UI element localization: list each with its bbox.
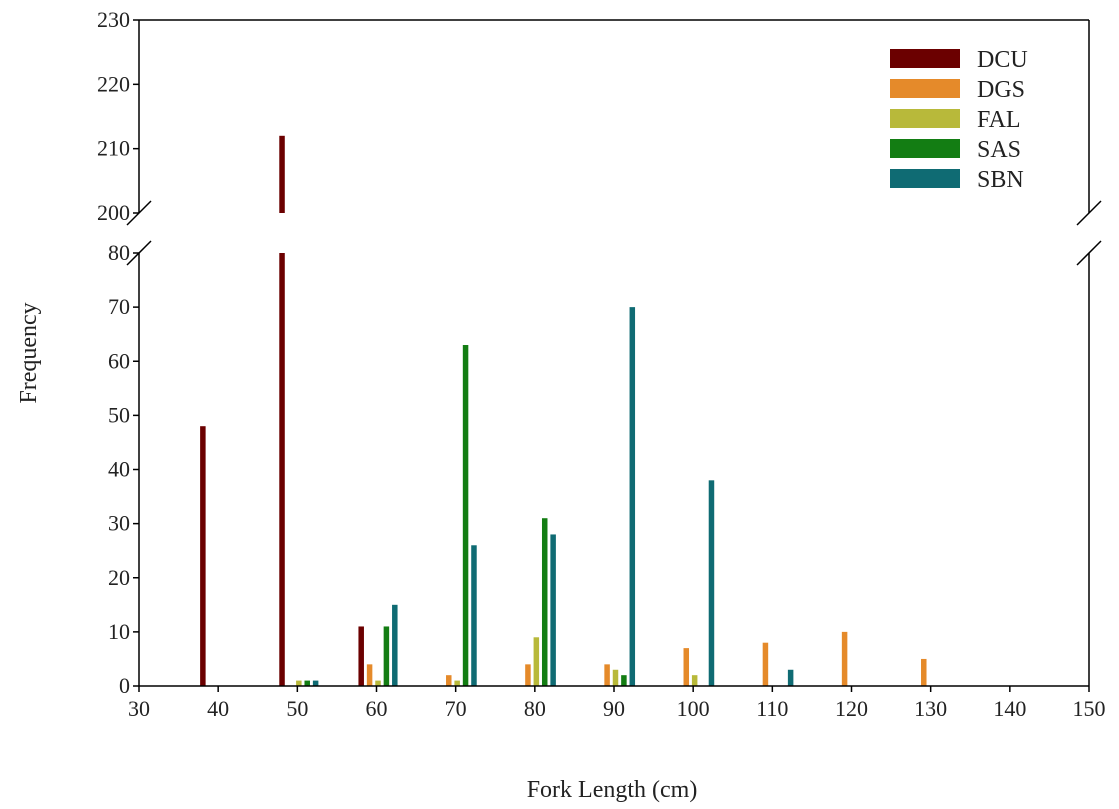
x-tick-label-30: 30 bbox=[128, 696, 150, 721]
bar-dgs-100 bbox=[683, 648, 690, 686]
bar-sbn-110 bbox=[787, 669, 794, 686]
x-tick-label-150: 150 bbox=[1073, 696, 1106, 721]
x-tick-label-60: 60 bbox=[366, 696, 388, 721]
y-tick-label-50: 50 bbox=[108, 402, 130, 427]
x-tick-label-50: 50 bbox=[286, 696, 308, 721]
legend-label-dcu: DCU bbox=[977, 47, 1028, 73]
bar-dgs-70 bbox=[446, 675, 452, 686]
y-tick-label-30: 30 bbox=[108, 511, 130, 536]
bar-fal-60 bbox=[375, 680, 381, 686]
bar-sbn-70 bbox=[471, 545, 477, 686]
y-tick-label-210: 210 bbox=[97, 136, 130, 161]
bar-sas-70 bbox=[462, 345, 469, 686]
legend-label-dgs: DGS bbox=[977, 77, 1025, 103]
legend-label-fal: FAL bbox=[977, 107, 1021, 133]
bar-sbn-60 bbox=[392, 604, 398, 686]
x-tick-label-40: 40 bbox=[207, 696, 229, 721]
bar-sbn-50 bbox=[312, 680, 319, 686]
bar-dcu-50-lower bbox=[279, 253, 285, 686]
legend-swatch-sas bbox=[890, 139, 960, 158]
x-tick-label-140: 140 bbox=[993, 696, 1026, 721]
legend-swatch-fal bbox=[890, 109, 960, 128]
legend-swatch-dgs bbox=[890, 79, 960, 98]
y-tick-label-70: 70 bbox=[108, 294, 130, 319]
x-tick-label-90: 90 bbox=[603, 696, 625, 721]
y-tick-label-0: 0 bbox=[119, 673, 130, 698]
bars-layer bbox=[200, 135, 927, 686]
y-tick-label-80: 80 bbox=[108, 240, 130, 265]
bar-dgs-80 bbox=[525, 664, 531, 686]
bar-fal-70 bbox=[454, 680, 460, 686]
y-tick-label-200: 200 bbox=[97, 200, 130, 225]
x-tick-label-100: 100 bbox=[677, 696, 710, 721]
legend-label-sas: SAS bbox=[977, 137, 1021, 163]
bar-sas-90 bbox=[621, 675, 627, 686]
x-tick-label-130: 130 bbox=[914, 696, 947, 721]
x-axis-ticks: 30 40 50 60 70 80 90 100 110 120 130 140 150 bbox=[128, 686, 1106, 721]
bar-sbn-100 bbox=[708, 480, 715, 686]
axis-break-marks bbox=[126, 200, 1102, 266]
bar-dgs-130 bbox=[921, 658, 927, 686]
bar-dcu-60 bbox=[358, 626, 364, 686]
bar-sbn-90 bbox=[629, 307, 636, 686]
x-tick-label-70: 70 bbox=[445, 696, 467, 721]
break-mark-left-upper bbox=[126, 200, 152, 226]
break-mark-right-lower bbox=[1076, 240, 1102, 266]
bar-dgs-60 bbox=[366, 664, 373, 686]
y-tick-label-20: 20 bbox=[108, 565, 130, 590]
y-axis-ticks: 0 10 20 30 40 50 60 70 80 200 210 220 230 bbox=[97, 7, 139, 698]
bar-dgs-90 bbox=[604, 664, 610, 686]
y-tick-label-230: 230 bbox=[97, 7, 130, 32]
bar-sas-60 bbox=[383, 626, 390, 686]
y-tick-label-10: 10 bbox=[108, 619, 130, 644]
legend-swatch-dcu bbox=[890, 49, 960, 68]
bar-dcu-50-upper bbox=[279, 135, 285, 213]
break-mark-right-upper bbox=[1076, 200, 1102, 226]
x-axis-title: Fork Length (cm) bbox=[527, 777, 698, 803]
bar-sbn-80 bbox=[550, 534, 556, 686]
legend: DCU DGS FAL SAS SBN bbox=[890, 47, 1028, 193]
x-tick-label-110: 110 bbox=[756, 696, 788, 721]
y-tick-label-60: 60 bbox=[108, 348, 130, 373]
bar-dcu-40 bbox=[200, 426, 206, 686]
x-tick-label-120: 120 bbox=[835, 696, 868, 721]
bar-fal-90 bbox=[612, 669, 619, 686]
bar-dgs-110 bbox=[762, 642, 769, 686]
y-axis-title: Frequency bbox=[16, 302, 42, 403]
bar-fal-80 bbox=[533, 637, 540, 686]
bar-fal-100 bbox=[691, 675, 698, 686]
bar-sas-50 bbox=[304, 680, 310, 686]
break-mark-left-lower bbox=[126, 240, 152, 266]
legend-swatch-sbn bbox=[890, 169, 960, 188]
y-tick-label-220: 220 bbox=[97, 71, 130, 96]
x-tick-label-80: 80 bbox=[524, 696, 546, 721]
bar-fal-50 bbox=[296, 680, 302, 686]
bar-dgs-120 bbox=[841, 631, 848, 686]
legend-label-sbn: SBN bbox=[977, 167, 1024, 193]
y-tick-label-40: 40 bbox=[108, 457, 130, 482]
bar-sas-80 bbox=[541, 518, 548, 686]
